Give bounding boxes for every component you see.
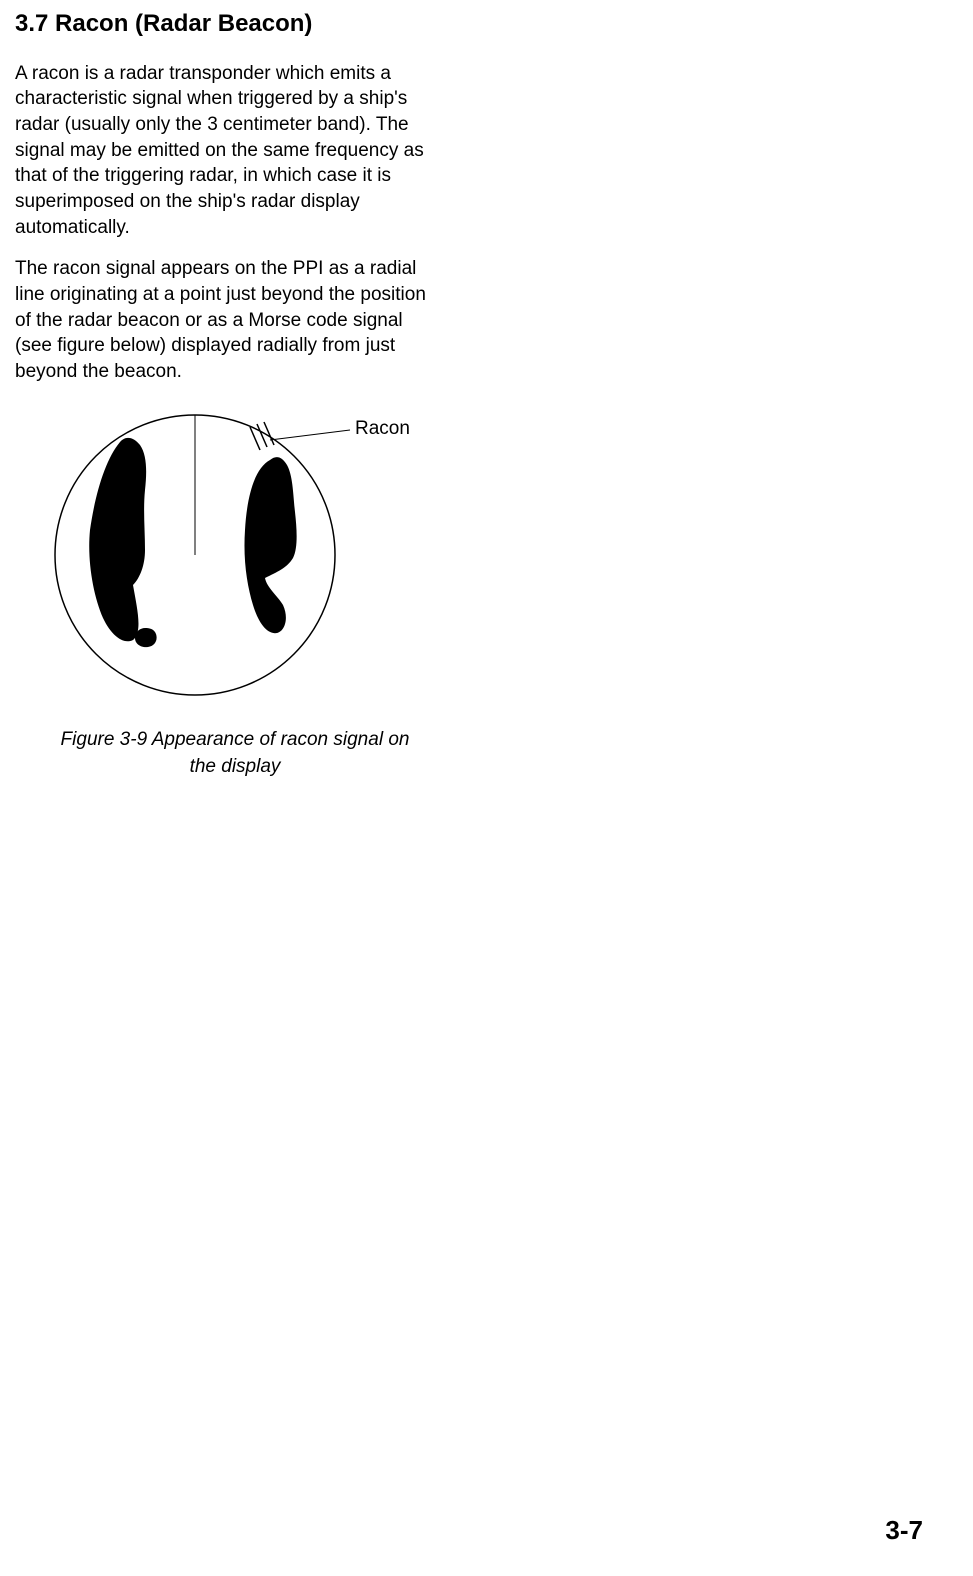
figure-caption: Figure 3-9 Appearance of racon signal on… xyxy=(45,727,425,780)
radar-ppi-diagram: Racon xyxy=(45,400,425,710)
figure: Racon Figure 3-9 Appearance of racon sig… xyxy=(45,400,435,780)
content-column: 3.7 Racon (Radar Beacon) A racon is a ra… xyxy=(15,10,435,781)
section-heading: 3.7 Racon (Radar Beacon) xyxy=(15,10,435,39)
paragraph-2: The racon signal appears on the PPI as a… xyxy=(15,256,435,384)
echo-blob-dot xyxy=(135,628,157,647)
racon-label: Racon xyxy=(355,418,410,439)
page-number: 3-7 xyxy=(885,1515,923,1546)
paragraph-1: A racon is a radar transponder which emi… xyxy=(15,61,435,240)
racon-leader-line xyxy=(270,430,350,440)
document-page: 3.7 Racon (Radar Beacon) A racon is a ra… xyxy=(0,0,973,1576)
